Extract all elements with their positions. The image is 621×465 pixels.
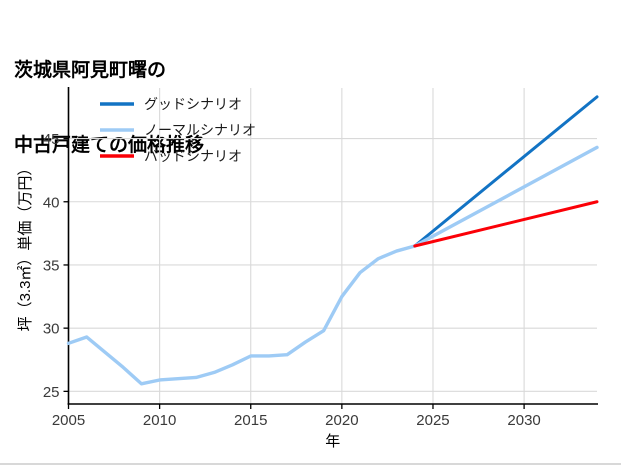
x-tick-label: 2005 (52, 412, 85, 429)
vertical-gridlines (67, 88, 525, 404)
chart-title-line-1: 茨城県阿見町曙の (14, 60, 167, 82)
y-tick-label: 40 (43, 194, 60, 211)
series-line-2 (413, 200, 599, 248)
x-tick-label: 2020 (325, 412, 358, 429)
y-tick-label: 25 (43, 384, 60, 401)
axis-ticks (63, 137, 525, 409)
legend-label-0: グッドシナリオ (144, 96, 242, 112)
horizontal-gridlines (68, 138, 597, 392)
x-tick-label: 2015 (234, 412, 267, 429)
series-line-1 (66, 145, 599, 386)
legend-label-1: ノーマルシナリオ (144, 122, 256, 138)
y-tick-label: 45 (43, 131, 60, 148)
axis-lines (67, 87, 598, 405)
y-tick-label: 35 (43, 257, 60, 274)
x-axis-title: 年 (325, 433, 340, 450)
axis-tick-labels: 25 30 35 40 45 2005 2010 2015 2020 2025 2030 (43, 131, 541, 429)
chart-title-line-2: 中古戸建ての価格推移 (14, 135, 205, 157)
y-axis-title: 坪（3.3㎡）単価（万円） (17, 161, 34, 332)
x-tick-label: 2030 (507, 412, 540, 429)
x-tick-label: 2025 (416, 412, 449, 429)
axis-titles: 年 坪（3.3㎡）単価（万円） (17, 161, 340, 450)
page-title: 茨城県阿見町曙の 中古戸建ての価格推移 (14, 8, 204, 209)
series-line-0 (413, 95, 599, 248)
data-series (66, 95, 599, 386)
y-tick-label: 30 (43, 321, 60, 338)
legend-label-2: バッドシナリオ (144, 148, 242, 164)
x-tick-label: 2010 (143, 412, 176, 429)
